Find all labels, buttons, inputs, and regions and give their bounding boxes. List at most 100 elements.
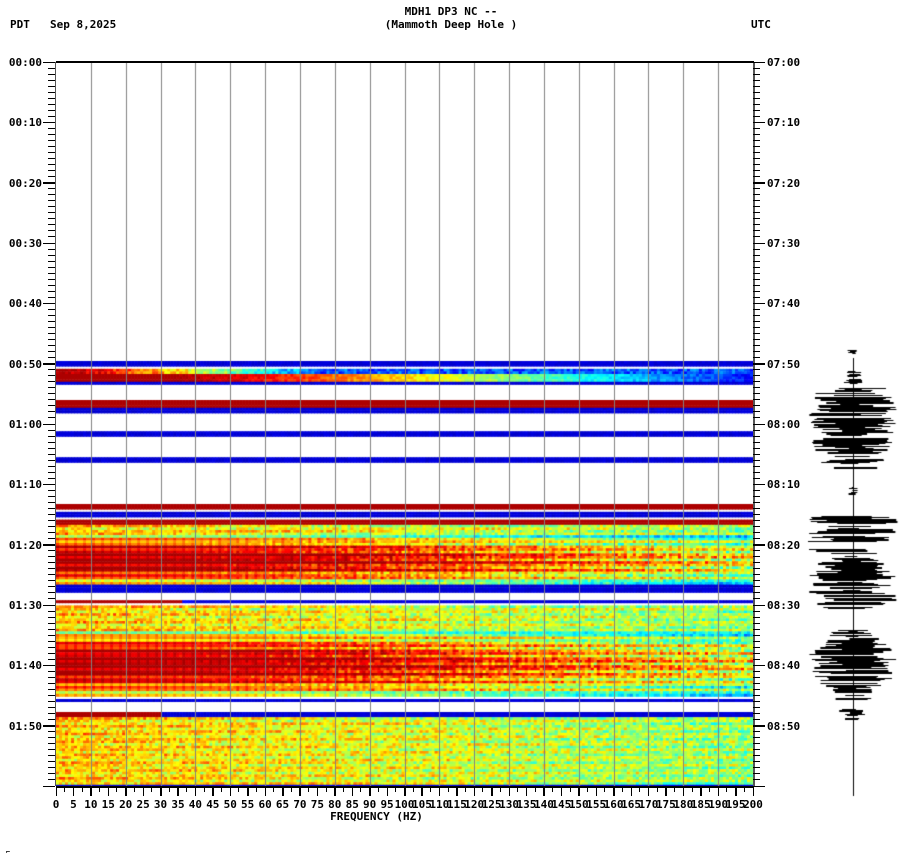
axis-tick-minor	[48, 767, 55, 769]
seismogram-trace	[795, 340, 902, 800]
freq-tick-minor	[273, 787, 275, 792]
axis-tick-minor	[48, 417, 55, 419]
freq-tick-label: 175	[655, 798, 676, 811]
freq-tick-major	[212, 787, 214, 796]
axis-tick-minor	[753, 308, 760, 310]
axis-tick-minor	[48, 652, 55, 654]
axis-tick-major	[43, 182, 55, 184]
axis-tick-minor	[48, 194, 55, 196]
axis-tick-minor	[48, 284, 55, 286]
axis-tick-minor	[753, 417, 760, 419]
axis-tick-minor	[48, 266, 55, 268]
freq-tick-label: 70	[293, 798, 307, 811]
freq-tick-major	[665, 787, 667, 796]
utc-time-label: 08:20	[767, 538, 801, 552]
axis-tick-minor	[48, 260, 55, 262]
axis-tick-major	[43, 423, 55, 425]
axis-tick-minor	[753, 568, 760, 570]
freq-tick-major	[525, 787, 528, 796]
axis-tick-minor	[48, 79, 55, 81]
axis-tick-minor	[48, 405, 55, 407]
freq-tick-minor	[708, 787, 710, 792]
freq-tick-minor	[308, 787, 310, 792]
freq-tick-major	[578, 787, 580, 796]
axis-tick-minor	[753, 749, 760, 751]
axis-tick-minor	[753, 598, 760, 600]
axis-tick-minor	[48, 73, 55, 75]
axis-tick-minor	[48, 97, 55, 99]
freq-tick-label: 25	[136, 798, 150, 811]
utc-time-label: 07:20	[767, 176, 801, 190]
freq-tick-label: 190	[708, 798, 729, 811]
axis-tick-minor	[753, 230, 760, 232]
axis-tick-minor	[48, 646, 55, 648]
axis-tick-minor	[48, 598, 55, 600]
axis-tick-major	[753, 61, 765, 63]
pdt-time-label: 00:40	[8, 297, 42, 311]
freq-tick-major	[72, 787, 75, 796]
axis-tick-major	[753, 785, 765, 787]
freq-tick-minor	[674, 787, 676, 792]
freq-tick-major	[247, 787, 249, 796]
axis-tick-major	[43, 121, 55, 124]
axis-tick-minor	[48, 713, 55, 715]
axis-tick-minor	[753, 224, 760, 226]
axis-tick-minor	[753, 278, 760, 280]
axis-tick-minor	[753, 176, 760, 178]
axis-tick-minor	[48, 127, 55, 129]
freq-tick-minor	[186, 787, 188, 792]
freq-tick-label: 15	[101, 798, 115, 811]
pdt-time-label: 00:20	[8, 176, 42, 190]
axis-tick-minor	[753, 773, 760, 775]
axis-tick-minor	[48, 109, 55, 111]
axis-tick-minor	[753, 333, 760, 334]
pdt-time-label: 00:50	[8, 357, 42, 371]
axis-tick-minor	[48, 441, 55, 443]
axis-tick-minor	[48, 236, 55, 238]
axis-tick-minor	[48, 339, 55, 341]
axis-tick-minor	[753, 194, 760, 196]
axis-tick-minor	[48, 568, 55, 570]
axis-tick-minor	[48, 435, 55, 437]
freq-tick-label: 40	[188, 798, 203, 811]
axis-tick-minor	[753, 550, 760, 552]
freq-tick-label: 10	[84, 798, 98, 811]
freq-tick-major	[125, 787, 127, 796]
axis-tick-minor	[48, 320, 55, 322]
freq-tick-label: 160	[603, 798, 624, 811]
axis-tick-minor	[48, 773, 55, 775]
axis-tick-minor	[753, 405, 760, 407]
freq-tick-minor	[221, 787, 223, 792]
axis-tick-minor	[48, 556, 55, 558]
freq-tick-minor	[656, 787, 658, 792]
utc-time-label: 08:10	[767, 478, 801, 492]
axis-tick-minor	[753, 260, 760, 262]
axis-tick-minor	[48, 133, 55, 135]
axis-tick-minor	[48, 532, 55, 534]
freq-tick-major	[647, 787, 650, 796]
axis-tick-minor	[753, 465, 760, 467]
freq-tick-minor	[290, 787, 292, 792]
axis-tick-minor	[753, 701, 760, 703]
axis-tick-minor	[753, 761, 760, 763]
freq-tick-minor	[325, 787, 327, 792]
axis-tick-minor	[48, 393, 55, 395]
pdt-time-label: 01:40	[8, 659, 42, 673]
time-axis-pdt: 00:00 00:10 00:20 00:30 00:40 00:50 01:00 01:10…	[0, 0, 56, 864]
freq-tick-label: 140	[533, 798, 554, 811]
axis-tick-minor	[753, 731, 760, 733]
freq-tick-label: 135	[516, 798, 537, 811]
utc-time-label: 07:40	[767, 297, 801, 311]
axis-tick-minor	[753, 296, 760, 298]
axis-tick-minor	[48, 719, 55, 721]
axis-tick-minor	[753, 357, 760, 359]
axis-tick-major	[753, 483, 765, 486]
axis-tick-minor	[48, 507, 55, 509]
axis-tick-minor	[753, 610, 760, 612]
axis-tick-minor	[753, 170, 760, 172]
axis-tick-minor	[753, 399, 760, 401]
utc-time-label: 08:40	[767, 659, 801, 673]
axis-tick-minor	[753, 634, 760, 636]
corner-artifact-mark: ⌐	[6, 848, 11, 856]
axis-tick-major	[753, 544, 765, 546]
